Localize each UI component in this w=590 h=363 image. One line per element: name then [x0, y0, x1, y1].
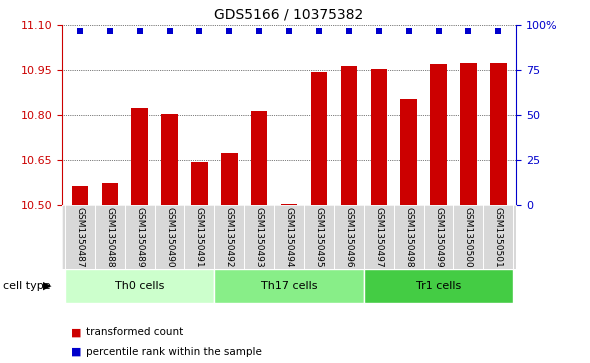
Bar [251, 111, 267, 205]
Text: ▶: ▶ [42, 281, 51, 291]
Text: GSM1350487: GSM1350487 [76, 207, 84, 268]
Point [314, 28, 324, 34]
Text: GSM1350500: GSM1350500 [464, 207, 473, 268]
Text: Th0 cells: Th0 cells [115, 281, 165, 291]
Point [494, 28, 503, 34]
Text: Tr1 cells: Tr1 cells [416, 281, 461, 291]
Bar [401, 99, 417, 205]
Bar [101, 183, 118, 205]
Text: GSM1350496: GSM1350496 [345, 207, 353, 268]
Text: GSM1350494: GSM1350494 [284, 207, 294, 268]
Text: ■: ■ [71, 347, 81, 357]
Bar [191, 162, 208, 205]
Text: GSM1350492: GSM1350492 [225, 207, 234, 268]
Bar [214, 269, 364, 303]
Bar [71, 185, 88, 205]
Bar [311, 72, 327, 205]
Bar [490, 63, 507, 205]
Text: GSM1350493: GSM1350493 [255, 207, 264, 268]
Bar [281, 204, 297, 205]
Point [225, 28, 234, 34]
Text: transformed count: transformed count [86, 327, 183, 337]
Bar [340, 66, 357, 205]
Point [464, 28, 473, 34]
Title: GDS5166 / 10375382: GDS5166 / 10375382 [215, 8, 363, 21]
Point [344, 28, 353, 34]
Text: GSM1350488: GSM1350488 [105, 207, 114, 268]
Bar [371, 69, 387, 205]
Text: Th17 cells: Th17 cells [261, 281, 317, 291]
Text: GSM1350497: GSM1350497 [374, 207, 384, 268]
Text: GSM1350501: GSM1350501 [494, 207, 503, 268]
Point [254, 28, 264, 34]
Point [434, 28, 443, 34]
Bar [132, 108, 148, 205]
Bar [460, 63, 477, 205]
Text: cell type: cell type [3, 281, 51, 291]
Text: GSM1350498: GSM1350498 [404, 207, 413, 268]
Point [165, 28, 174, 34]
Point [374, 28, 384, 34]
Point [404, 28, 414, 34]
Point [135, 28, 145, 34]
Bar [430, 64, 447, 205]
Bar [364, 269, 513, 303]
Point [75, 28, 84, 34]
Point [284, 28, 294, 34]
Point [105, 28, 114, 34]
Bar [161, 114, 178, 205]
Point [195, 28, 204, 34]
Text: percentile rank within the sample: percentile rank within the sample [86, 347, 261, 357]
Text: GSM1350489: GSM1350489 [135, 207, 144, 268]
Text: GSM1350490: GSM1350490 [165, 207, 174, 268]
Bar [65, 269, 214, 303]
Text: GSM1350491: GSM1350491 [195, 207, 204, 268]
Bar [221, 153, 238, 205]
Text: GSM1350495: GSM1350495 [314, 207, 323, 268]
Text: GSM1350499: GSM1350499 [434, 207, 443, 268]
Text: ■: ■ [71, 327, 81, 337]
